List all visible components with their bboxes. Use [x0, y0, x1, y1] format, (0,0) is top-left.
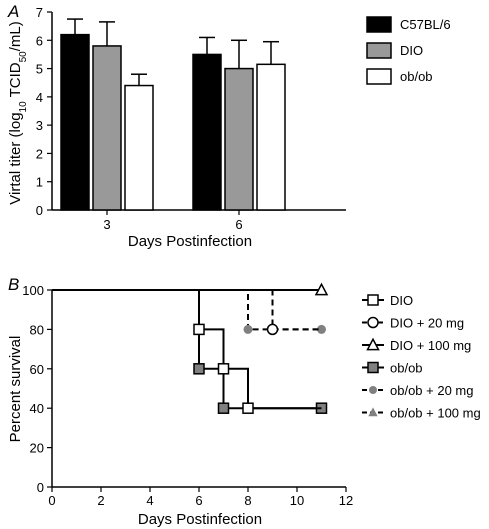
legend-marker-ob-ob-20-mg [369, 386, 377, 394]
legend-label-dio-100-mg: DIO + 100 mg [390, 338, 471, 353]
y-tick-label: 4 [36, 90, 43, 105]
legend-label-ob-ob-20-mg: ob/ob + 20 mg [390, 383, 473, 398]
legend-swatch-dio [366, 42, 392, 59]
panel-b-legend: DIO DIO + 20 mg DIO + 100 mg ob/ob ob/ob + 2… [362, 293, 481, 421]
legend-marker-ob-ob-100-mg [368, 407, 378, 417]
series-line-dio-20-mg [52, 289, 322, 331]
y-axis-title-part: 10 [18, 101, 29, 113]
panel-b-axes: 0 20 40 60 80 100 0 2 4 6 8 10 12 [22, 283, 353, 508]
y-tick-label: 60 [30, 362, 44, 377]
legend-label-dio: DIO [390, 293, 413, 308]
x-tick-label: 6 [235, 217, 242, 232]
series-line-ob-ob [52, 289, 322, 410]
y-tick-label: 0 [37, 480, 44, 495]
x-tick-label: 6 [195, 493, 202, 508]
y-tick-label: 1 [36, 175, 43, 190]
panel-a-legend: C57BL/6 DIO ob/ob [366, 16, 451, 85]
marker-dio-day-8 [242, 402, 254, 414]
y-tick-label: 100 [22, 283, 44, 298]
marker-ob-ob-20-mg-day-11 [317, 324, 326, 334]
marker-ob-ob-day-6 [193, 363, 205, 375]
y-axis-title-part: 50 [18, 51, 29, 63]
legend-marker-ob-ob [367, 361, 379, 374]
x-tick-label: 8 [244, 493, 251, 508]
legend-label-dio-20-mg: DIO + 20 mg [390, 316, 464, 331]
y-tick-label: 2 [36, 146, 43, 161]
bar-ob-ob-day-3 [124, 84, 154, 211]
y-axis-title-part: TCID [7, 62, 24, 101]
series-line-ob-ob-20-mg [52, 289, 322, 331]
bar-c57bl-6-day-3 [60, 33, 90, 211]
panel-b-x-axis-title: Days Postinfection [138, 511, 262, 528]
marker-dio-100-mg-day-11 [314, 282, 329, 296]
legend-marker-dio-20-mg [367, 316, 379, 329]
x-tick-label: 3 [103, 217, 110, 232]
legend-swatch-ob-ob [366, 68, 392, 85]
y-tick-label: 7 [36, 5, 43, 20]
marker-dio-20-mg-day-9 [266, 323, 279, 336]
panel-letter-b: B [8, 275, 19, 294]
bar-dio-day-6 [224, 67, 254, 211]
bar-ob-ob-day-6 [256, 63, 286, 211]
panel-a-bar-chart: A Virtal titer (log10 TCID50/mL) Days Po… [7, 2, 451, 250]
y-axis-title-part: /mL) [7, 21, 24, 51]
legend-label-ob-ob-100-mg: ob/ob + 100 mg [390, 406, 481, 421]
x-tick-label: 4 [146, 493, 153, 508]
legend-swatch-c57bl-6 [366, 16, 392, 33]
panel-b-series [52, 282, 329, 414]
panel-b-survival-chart: B Percent survival Days Postinfection 0 2… [7, 275, 481, 528]
bar-dio-day-3 [92, 45, 122, 211]
marker-dio-day-7 [217, 363, 230, 375]
y-tick-label: 0 [36, 203, 43, 218]
panel-a-bars [60, 18, 286, 211]
legend-marker-dio-100-mg [366, 337, 380, 351]
x-tick-label: 0 [48, 493, 55, 508]
panel-a-x-axis-title: Days Postinfection [128, 233, 252, 250]
panel-letter-a: A [7, 2, 19, 21]
panel-a-y-axis-title: Virtal titer (log10 TCID50/mL) [7, 21, 29, 204]
marker-dio-day-6 [193, 323, 205, 336]
legend-label-c57bl-6: C57BL/6 [400, 17, 451, 32]
y-tick-label: 6 [36, 33, 43, 48]
y-tick-label: 80 [30, 322, 44, 337]
x-tick-label: 10 [290, 493, 304, 508]
series-line-dio [52, 289, 322, 410]
y-tick-label: 5 [36, 62, 43, 77]
panel-b-y-axis-title: Percent survival [7, 336, 24, 443]
marker-ob-ob-20-mg-day-8 [243, 324, 253, 334]
y-tick-label: 40 [30, 401, 44, 416]
bar-c57bl-6-day-6 [192, 53, 222, 211]
legend-label-ob-ob: ob/ob [390, 361, 423, 376]
legend-label-ob-ob: ob/ob [400, 69, 433, 84]
x-tick-label: 2 [97, 493, 104, 508]
marker-ob-ob-day-7 [217, 402, 230, 414]
legend-label-dio: DIO [400, 43, 423, 58]
y-axis-title-part: Virtal titer (log [7, 112, 24, 204]
legend-marker-dio [367, 294, 379, 306]
x-tick-label: 12 [339, 493, 353, 508]
y-tick-label: 20 [30, 441, 44, 456]
y-tick-label: 3 [36, 118, 43, 133]
